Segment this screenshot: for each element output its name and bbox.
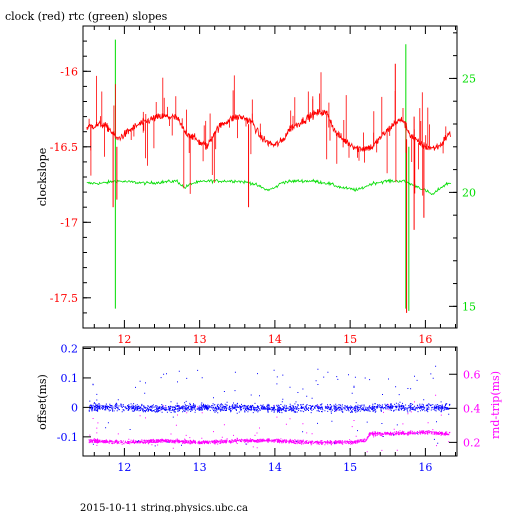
- bottom-y-tick-label: -0.1: [57, 431, 78, 444]
- bottom-y2-tick-label: 0.6: [463, 368, 481, 381]
- bottom-x-tick-label: 14: [268, 461, 282, 474]
- top-y2-tick-label: 15: [462, 300, 476, 313]
- bottom-x-tick-label: 16: [418, 461, 432, 474]
- chart-title: clock (red) rtc (green) slopes: [5, 10, 168, 23]
- bottom-y2-axis-label: rnd-trip(ms): [489, 371, 502, 439]
- bottom-x-tick-label: 13: [193, 461, 207, 474]
- top-y-tick-label: -17.5: [50, 292, 78, 305]
- bottom-y-tick-label: 0.2: [61, 342, 79, 355]
- top-x-tick-label: 12: [117, 333, 131, 346]
- top-x-tick-label: 15: [343, 333, 357, 346]
- top-x-tick-label: 14: [268, 333, 282, 346]
- offset-scatter-points: [88, 365, 451, 447]
- bottom-y-axis-label: offset(ms): [36, 374, 49, 430]
- rtt-scatter-points: [88, 394, 451, 453]
- bottom-y-tick-label: 0.1: [61, 372, 79, 385]
- footer-text: 2015-10-11 string.physics.ubc.ca: [80, 503, 248, 512]
- top-y-tick-label: -16: [60, 65, 78, 78]
- top-y-axis-label: clockslope: [36, 148, 49, 206]
- top-y2-tick-label: 20: [462, 186, 476, 199]
- top-y2-tick-label: 25: [462, 72, 476, 85]
- bottom-x-tick-label: 12: [117, 461, 131, 474]
- top-y-tick-label: -16.5: [50, 141, 78, 154]
- bottom-plot-frame: [82, 346, 458, 457]
- bottom-y2-tick-label: 0.4: [463, 402, 481, 415]
- top-y-tick-label: -17: [60, 216, 78, 229]
- top-x-tick-label: 13: [193, 333, 207, 346]
- top-x-tick-label: 16: [418, 333, 432, 346]
- top-plot-frame: [82, 25, 458, 329]
- bottom-y2-tick-label: 0.2: [463, 436, 481, 449]
- bottom-x-tick-label: 15: [343, 461, 357, 474]
- bottom-y-tick-label: 0: [71, 401, 78, 414]
- rtc-slope-series-line: [86, 178, 452, 195]
